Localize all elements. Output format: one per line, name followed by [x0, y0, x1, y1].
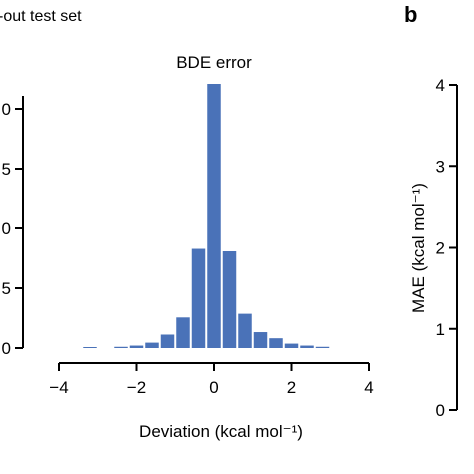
histogram-bar-14 [315, 346, 330, 348]
mae-y-tick-label-3: 3 [436, 157, 445, 176]
panel-b-label: b [404, 2, 418, 27]
y-tick-label-2: 0 [2, 219, 11, 238]
chart-title: BDE error [176, 53, 252, 72]
mae-y-tick-label-1: 1 [436, 320, 445, 339]
mae-y-axis-label: MAE (kcal mol⁻¹) [409, 183, 428, 313]
mae-y-axis-ticks: 0 1 2 3 4 [436, 76, 457, 420]
histogram-bar-1 [114, 346, 128, 348]
mae-panel: 0 1 2 3 4 MAE (kcal mol⁻¹) [409, 76, 458, 420]
y-tick-label-1: 5 [2, 160, 11, 179]
histogram-bar-10 [253, 332, 268, 348]
x-tick-label-1: −2 [127, 378, 146, 397]
x-axis-ticks: −4 −2 0 2 4 [49, 363, 374, 397]
histogram-bar-0 [83, 347, 97, 348]
histogram-bar-12 [284, 343, 299, 348]
histogram-bar-2 [129, 345, 144, 348]
y-axis-ticks: 0 5 0 5 0 [2, 100, 23, 358]
x-axis-label: Deviation (kcal mol⁻¹) [139, 422, 303, 441]
panel-a-heading: -out test set [0, 8, 82, 25]
x-tick-label-0: −4 [49, 378, 68, 397]
y-tick-label-0: 0 [2, 100, 11, 119]
histogram-bars [83, 84, 330, 348]
x-tick-label-2: 0 [209, 378, 218, 397]
x-tick-label-3: 2 [287, 378, 296, 397]
mae-y-tick-label-0: 0 [436, 401, 445, 420]
histogram-bar-5 [176, 317, 190, 348]
histogram-bar-6 [191, 248, 206, 348]
histogram-bar-9 [238, 313, 252, 348]
histogram-panel: BDE error 0 5 0 5 0 −4 −2 0 2 4 Deviation (kcal … [2, 53, 374, 441]
histogram-bar-8 [222, 250, 237, 348]
histogram-bar-11 [269, 338, 283, 348]
histogram-bar-13 [300, 345, 314, 348]
y-tick-label-4: 0 [2, 339, 11, 358]
histogram-bar-3 [145, 342, 159, 348]
histogram-bar-4 [160, 334, 175, 348]
x-tick-label-4: 4 [364, 378, 373, 397]
y-tick-label-3: 5 [2, 279, 11, 298]
mae-y-tick-label-2: 2 [436, 239, 445, 258]
histogram-bar-7 [207, 84, 221, 348]
mae-y-tick-label-4: 4 [436, 76, 445, 95]
